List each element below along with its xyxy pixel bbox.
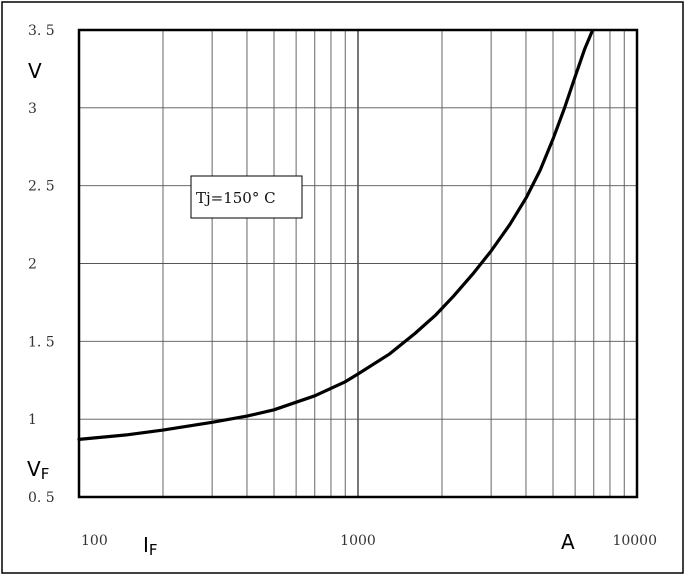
x-tick-label: 10000 [612, 533, 657, 549]
y-tick-labels: 0. 5 1 1. 5 2 2. 5 3 3. 5 [28, 23, 55, 506]
y-axis-symbol: VF [27, 457, 49, 483]
x-tick-labels: 100 1000 10000 [81, 533, 657, 549]
x-axis-symbol: IF [143, 533, 158, 559]
y-tick-label: 3. 5 [28, 23, 55, 39]
x-tick-label: 1000 [340, 533, 376, 549]
annotation-text: Tj=150° C [196, 189, 276, 207]
plot-border [77, 28, 639, 499]
y-tick-label: 2 [28, 257, 37, 273]
grid [79, 30, 637, 497]
y-tick-label: 2. 5 [28, 179, 55, 195]
y-tick-label: 0. 5 [28, 490, 55, 506]
y-tick-label: 3 [28, 101, 37, 117]
annotation-box [190, 175, 303, 219]
x-tick-label: 100 [81, 533, 108, 549]
vf-curve [77, 30, 594, 441]
y-axis-unit: V [28, 59, 42, 83]
y-tick-label: 1. 5 [28, 334, 55, 350]
curve-layer [77, 30, 594, 441]
x-axis-unit: A [561, 530, 575, 554]
y-tick-label: 1 [28, 412, 37, 428]
